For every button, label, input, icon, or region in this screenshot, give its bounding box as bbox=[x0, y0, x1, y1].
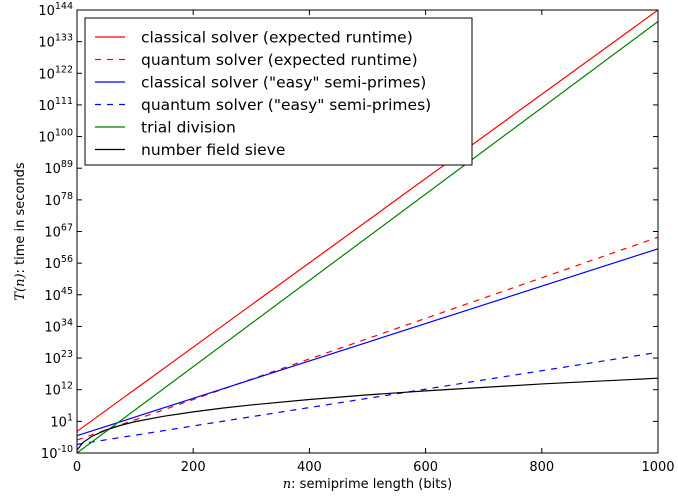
legend-label-1: classical solver (expected runtime) bbox=[141, 29, 413, 47]
x-axis-label-text: : semiprime length (bits) bbox=[291, 477, 452, 492]
y-tick-label-14: 10144 bbox=[38, 1, 73, 19]
y-tick-label-12: 10122 bbox=[38, 64, 73, 82]
legend-label-2: quantum solver (expected runtime) bbox=[141, 51, 418, 69]
x-tick-label-4: 800 bbox=[529, 460, 554, 475]
x-axis-label-var: n bbox=[283, 477, 291, 492]
x-tick-label-1: 200 bbox=[181, 460, 206, 475]
series-line-4 bbox=[76, 351, 659, 445]
series-line-6 bbox=[76, 377, 659, 451]
legend-label-3: classical solver ("easy" semi-primes) bbox=[141, 74, 426, 92]
y-tick-label-7: 1067 bbox=[44, 223, 73, 241]
series-line-5 bbox=[76, 21, 659, 454]
y-axis-label: T(n): time in seconds bbox=[13, 162, 28, 301]
y-axis-label-var: T(n) bbox=[13, 273, 28, 300]
y-tick-label-10: 10100 bbox=[38, 128, 73, 146]
y-tick-label-6: 1056 bbox=[44, 254, 73, 272]
x-axis: 0 200 400 600 800 1000 bbox=[73, 10, 675, 475]
y-tick-label-0: 10-10 bbox=[41, 444, 73, 462]
y-tick-label-2: 1012 bbox=[44, 381, 73, 399]
y-tick-label-5: 1045 bbox=[44, 286, 73, 304]
y-tick-label-13: 10133 bbox=[38, 33, 73, 51]
y-tick-label-8: 1078 bbox=[44, 191, 73, 209]
x-tick-label-0: 0 bbox=[73, 460, 81, 475]
series-line-3 bbox=[76, 248, 659, 437]
x-tick-label-5: 1000 bbox=[641, 460, 674, 475]
y-tick-label-1: 101 bbox=[50, 412, 73, 430]
x-tick-label-3: 600 bbox=[413, 460, 438, 475]
y-axis: 10-10 101 1012 1023 1034 1045 1056 1067 1078 1089… bbox=[38, 1, 658, 462]
y-tick-label-11: 10111 bbox=[38, 96, 73, 114]
legend-label-5: trial division bbox=[141, 119, 236, 137]
series-layer bbox=[76, 9, 659, 454]
y-axis-label-text: : time in seconds bbox=[13, 162, 28, 273]
y-tick-label-4: 1034 bbox=[44, 317, 73, 335]
legend-label-6: number field sieve bbox=[141, 141, 285, 159]
y-tick-label-9: 1089 bbox=[44, 159, 73, 177]
legend: classical solver (expected runtime) quant… bbox=[84, 17, 473, 166]
series-line-1 bbox=[76, 9, 659, 432]
legend-label-4: quantum solver ("easy" semi-primes) bbox=[141, 96, 431, 114]
legend-box bbox=[84, 17, 473, 166]
x-tick-label-2: 400 bbox=[297, 460, 322, 475]
y-tick-label-3: 1023 bbox=[44, 349, 73, 367]
x-axis-label: n: semiprime length (bits) bbox=[283, 477, 452, 492]
